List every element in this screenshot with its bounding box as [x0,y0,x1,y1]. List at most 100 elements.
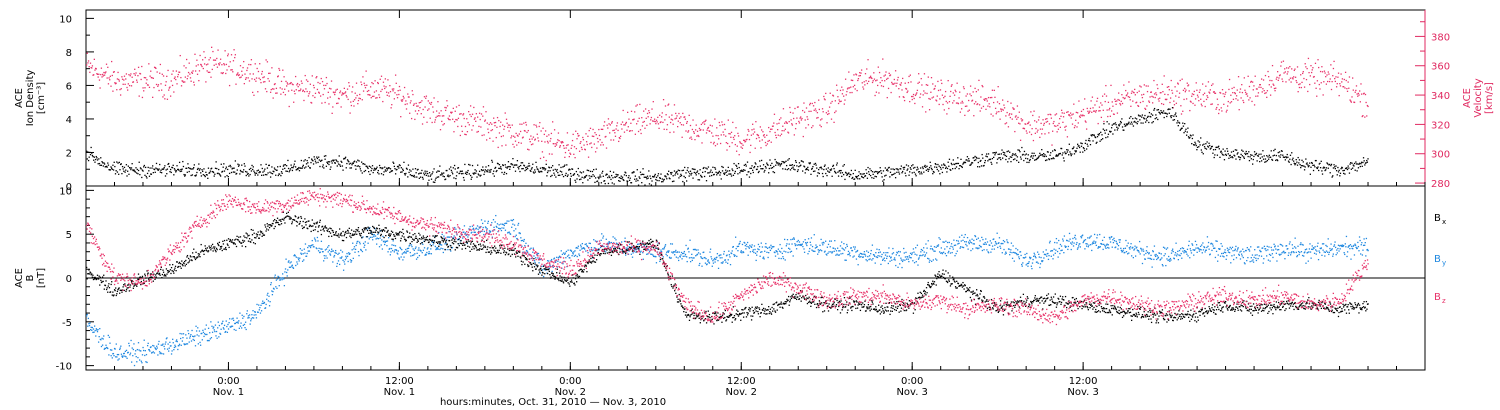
density-point [1341,167,1344,169]
velocity-point [476,131,478,133]
by-point [148,349,150,351]
density-point [446,169,448,172]
density-point [143,166,145,168]
density-point [509,168,511,170]
velocity-point [805,107,808,109]
density-point [233,167,235,169]
velocity-point [460,125,463,127]
density-point [622,178,624,181]
by-point [214,330,216,333]
velocity-point [343,87,345,89]
velocity-point [573,146,576,148]
density-point [627,177,629,179]
velocity-point [1253,104,1256,106]
by-point [577,247,579,249]
velocity-point [1357,95,1359,97]
velocity-point [905,88,908,90]
density-point [367,167,369,170]
density-point [997,153,999,155]
density-point [455,175,458,177]
density-point [765,167,767,169]
velocity-point [696,130,699,132]
density-point [277,166,279,168]
density-point [653,176,655,178]
density-point [1332,167,1335,169]
by-point [307,246,309,249]
velocity-point [1155,94,1158,96]
velocity-point [1328,80,1331,83]
density-point [1131,123,1133,125]
density-point [251,164,253,167]
velocity-point [910,95,913,98]
velocity-point [1218,109,1220,111]
velocity-point [609,132,611,134]
velocity-point [662,121,664,124]
density-point [245,174,247,177]
velocity-point [335,102,338,105]
by-point [591,250,593,252]
density-point [1349,163,1351,165]
density-point [259,171,262,173]
by-point [342,259,344,261]
velocity-point [1096,100,1098,102]
velocity-point [748,138,751,141]
density-point [384,169,387,171]
velocity-point [211,46,213,48]
density-point [663,178,665,181]
by-point [225,330,227,333]
by-point [428,251,430,253]
velocity-point [271,88,274,90]
by-point [166,337,168,339]
by-point [496,226,498,228]
by-point [537,252,540,255]
density-point [883,179,885,181]
density-point [871,177,873,179]
density-point [807,169,810,171]
velocity-point [257,70,260,73]
density-point [812,170,815,173]
density-point [957,162,960,165]
velocity-point [555,144,558,146]
velocity-point [316,76,318,78]
velocity-point [990,113,992,115]
velocity-point [528,138,531,140]
density-point [961,166,963,169]
by-point [261,302,263,305]
velocity-point [1229,102,1231,104]
by-point [274,274,276,276]
density-point [1348,167,1350,169]
velocity-point [850,86,852,88]
density-point [1041,153,1044,156]
velocity-point [1008,114,1010,116]
velocity-point [962,86,965,88]
by-point [141,362,143,364]
density-point [433,168,435,170]
density-point [113,161,115,163]
by-point [373,235,375,238]
velocity-point [336,88,338,90]
by-point [503,224,505,227]
density-point [1294,163,1297,165]
density-point [168,165,170,168]
velocity-point [1268,84,1270,86]
density-point [1252,158,1254,161]
velocity-point [1009,113,1011,115]
velocity-point [840,100,842,102]
velocity-point [446,105,449,107]
density-point [1255,154,1257,156]
density-point [601,172,603,174]
density-point [610,174,613,177]
by-point [533,255,535,257]
velocity-point [894,82,896,84]
density-point [1141,114,1144,116]
density-point [86,158,88,160]
density-point [1324,169,1326,172]
velocity-point [1282,80,1284,83]
by-point [107,334,109,337]
by-point [354,248,357,251]
velocity-point [1130,92,1133,94]
velocity-point [707,127,709,130]
velocity-point [238,74,240,76]
velocity-point [654,120,656,123]
density-point [987,153,990,155]
